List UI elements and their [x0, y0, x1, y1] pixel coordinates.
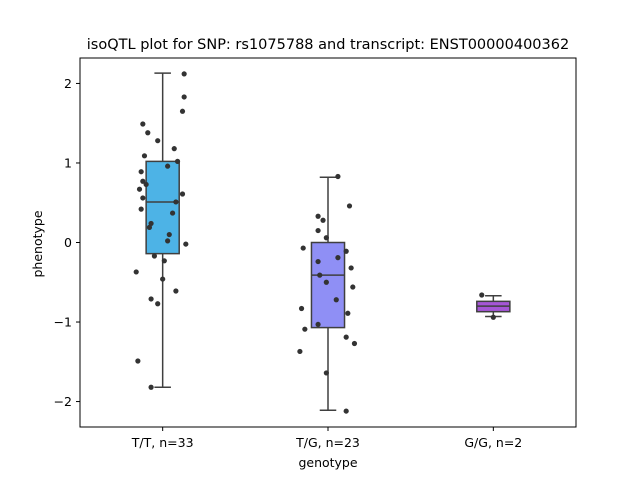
y-tick-label: 1 — [64, 155, 72, 170]
data-point — [335, 173, 341, 180]
data-point — [169, 210, 176, 216]
data-point — [298, 305, 305, 312]
data-point — [140, 195, 146, 201]
data-point — [315, 213, 321, 219]
data-point — [345, 310, 351, 316]
data-point — [179, 108, 186, 114]
data-point — [148, 296, 154, 302]
plot-area — [133, 71, 511, 414]
box-group-1 — [145, 72, 180, 388]
data-point — [351, 340, 358, 347]
x-axis-label: genotype — [298, 455, 357, 470]
data-point — [148, 384, 154, 390]
x-tick-label: T/G, n=23 — [295, 435, 360, 450]
data-point — [166, 231, 172, 238]
data-point — [181, 94, 187, 100]
data-point — [323, 235, 329, 241]
data-point — [490, 314, 496, 320]
box-group-2 — [310, 176, 346, 412]
chart-title: isoQTL plot for SNP: rs1075788 and trans… — [87, 37, 569, 53]
data-point — [315, 258, 321, 265]
data-point — [171, 146, 177, 152]
data-point — [135, 358, 141, 364]
data-point — [140, 121, 146, 127]
data-point — [297, 348, 303, 355]
data-point — [343, 334, 349, 340]
x-tick-label: T/T, n=33 — [131, 435, 194, 450]
data-point — [165, 163, 171, 169]
data-point — [173, 199, 179, 205]
data-point — [320, 217, 326, 223]
data-point — [335, 255, 341, 261]
data-point — [179, 191, 186, 197]
axes: 2 1 0 −1 −2 T/T, n=33 T/G, n=23 G/G, n=2 — [54, 57, 577, 450]
data-point — [155, 138, 161, 144]
data-point — [161, 258, 167, 264]
data-point — [300, 245, 306, 251]
y-tick-label: 2 — [64, 76, 72, 91]
data-point — [181, 71, 187, 77]
data-point — [173, 288, 179, 294]
data-point — [315, 227, 321, 234]
data-point — [323, 279, 329, 285]
data-point — [160, 276, 166, 282]
data-point — [183, 241, 189, 247]
y-tick-label: −1 — [54, 315, 72, 330]
data-point — [317, 272, 323, 278]
data-point — [136, 186, 143, 192]
data-point — [165, 238, 171, 244]
data-point — [138, 169, 144, 175]
data-point — [348, 265, 354, 271]
data-point — [145, 130, 151, 136]
data-point — [302, 326, 308, 332]
y-tick-label: −2 — [54, 394, 72, 409]
data-point — [146, 224, 153, 230]
data-point — [151, 253, 157, 259]
data-point — [315, 321, 321, 328]
data-point — [174, 158, 181, 164]
data-point — [343, 408, 349, 414]
box-group-3 — [476, 295, 511, 318]
data-point — [350, 284, 356, 290]
data-point — [333, 297, 339, 303]
iqr-box — [310, 241, 346, 329]
data-point — [141, 153, 148, 159]
data-point — [138, 206, 144, 212]
data-point — [343, 248, 349, 254]
data-point — [133, 269, 139, 275]
y-axis-label: phenotype — [30, 210, 45, 277]
data-point — [479, 292, 485, 298]
x-tick-label: G/G, n=2 — [464, 435, 522, 450]
data-point — [346, 203, 353, 209]
data-point — [155, 301, 161, 307]
iqr-box — [145, 160, 180, 255]
y-tick-label: 0 — [64, 235, 72, 250]
data-point — [323, 370, 329, 376]
data-point — [143, 181, 149, 188]
data-point — [140, 178, 146, 184]
data-point — [148, 220, 154, 227]
